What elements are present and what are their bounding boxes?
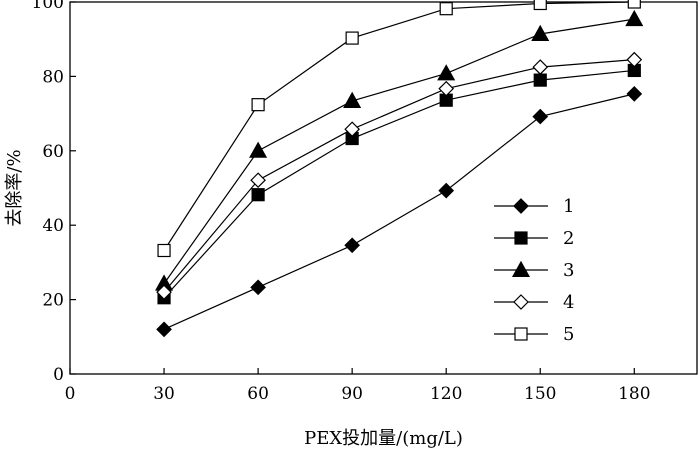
x-tick-label-1: 30	[153, 384, 175, 404]
series-2-point-1	[251, 188, 265, 202]
y-tick-label-5: 100	[32, 0, 64, 13]
series-5-point-5	[627, 0, 641, 9]
x-tick-label-5: 150	[524, 384, 556, 404]
series-1	[156, 86, 643, 338]
series-4	[156, 51, 643, 301]
y-axis-title: 去除率/%	[4, 149, 25, 226]
series-3	[155, 9, 644, 291]
legend-label-4: 4	[563, 292, 574, 313]
x-tick-label-0: 0	[65, 384, 76, 404]
legend-label-1: 1	[563, 196, 574, 217]
series-5-line	[163, 1, 635, 251]
series-4-line	[163, 59, 635, 293]
legend-marker-4	[513, 294, 529, 310]
legend-label-2: 2	[563, 228, 574, 249]
series-3-point-5	[625, 9, 644, 27]
series-3-point-4	[531, 24, 550, 41]
legend: 1 2 3 4 5	[494, 196, 574, 345]
series-4-point-2	[344, 121, 360, 138]
legend-marker-3	[511, 260, 531, 277]
series-5-point-0	[157, 243, 171, 258]
x-tick-label-3: 90	[341, 384, 363, 404]
series-1-point-0	[156, 321, 172, 338]
series-5-point-2	[345, 31, 359, 45]
series-5-point-4	[533, 0, 547, 11]
series-1-point-4	[532, 108, 549, 125]
series-4-point-1	[250, 172, 266, 189]
series-1-line	[163, 93, 635, 330]
x-axis-title: PEX投加量/(mg/L)	[304, 428, 463, 449]
x-tick-label-2: 60	[247, 384, 269, 404]
series-3-point-2	[343, 91, 362, 108]
series-2-point-4	[533, 73, 547, 87]
x-tick-label-4: 120	[430, 384, 462, 404]
series-1-point-5	[626, 86, 643, 102]
plot-frame	[69, 1, 698, 375]
series-1-point-2	[344, 237, 360, 254]
series-4-point-4	[532, 59, 549, 75]
series-1-point-1	[250, 279, 266, 296]
series-3-line	[163, 18, 635, 284]
series-3-point-3	[437, 64, 456, 81]
y-tick-label-3: 60	[42, 142, 64, 162]
legend-marker-2	[514, 231, 528, 245]
series-1-point-3	[438, 182, 455, 199]
y-tick-label-1: 20	[42, 291, 64, 311]
legend-marker-1	[513, 198, 529, 214]
legend-label-3: 3	[563, 260, 574, 281]
y-tick-label-2: 40	[42, 216, 64, 236]
y-tick-label-4: 80	[42, 67, 64, 87]
series-3-point-1	[249, 141, 268, 158]
series-5-point-3	[439, 2, 453, 16]
series-4-point-0	[156, 284, 172, 301]
legend-label-5: 5	[563, 324, 574, 345]
series-2-line	[163, 69, 635, 299]
y-tick-label-0: 0	[53, 365, 64, 385]
series-2	[157, 63, 641, 305]
series-5-point-1	[251, 98, 265, 112]
series-4-point-3	[438, 80, 455, 97]
series-5	[157, 0, 641, 258]
legend-marker-5	[514, 327, 528, 341]
series-4-point-5	[626, 51, 643, 68]
x-tick-label-6: 180	[618, 384, 650, 404]
